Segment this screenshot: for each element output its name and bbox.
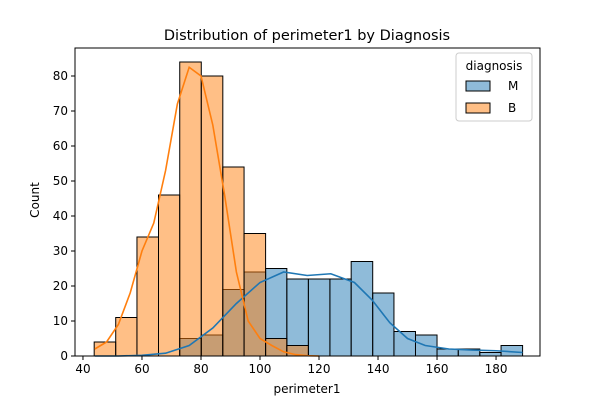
bar-b-4 <box>179 61 202 357</box>
x-tick-label-80: 80 <box>193 362 208 376</box>
axes-frame <box>74 47 541 357</box>
x-tick-label-120: 120 <box>308 362 331 376</box>
legend-label-m: M <box>508 79 518 93</box>
legend: diagnosis M B <box>455 52 533 122</box>
bar-m-9 <box>286 278 309 357</box>
x-tick-label-60: 60 <box>134 362 149 376</box>
x-tick-label-180: 180 <box>485 362 508 376</box>
chart-title: Distribution of perimeter1 by Diagnosis <box>164 28 450 44</box>
y-tick-label-20: 20 <box>53 279 68 293</box>
bar-m-12 <box>350 261 374 357</box>
y-tick-label-70: 70 <box>53 104 68 118</box>
bar-m-10 <box>307 278 331 357</box>
legend-title: diagnosis <box>466 59 523 73</box>
x-tick-label-160: 160 <box>426 362 449 376</box>
x-tick-label-100: 100 <box>249 362 272 376</box>
y-tick-label-10: 10 <box>53 314 68 328</box>
bar-b-6 <box>222 166 245 357</box>
y-tick-label-0: 0 <box>60 349 68 363</box>
legend-label-b: B <box>508 101 516 115</box>
bar-b-3 <box>158 194 181 357</box>
kde-line-b <box>94 65 320 357</box>
bar-b-5 <box>200 75 224 357</box>
y-tick-label-40: 40 <box>53 209 68 223</box>
x-tick-label-40: 40 <box>75 362 90 376</box>
bar-b-0 <box>93 341 117 357</box>
y-tick-label-50: 50 <box>53 174 68 188</box>
bar-m-11 <box>329 278 352 357</box>
x-tick-label-140: 140 <box>367 362 390 376</box>
x-axis-label: perimeter1 <box>274 382 341 396</box>
y-tick-label-60: 60 <box>53 139 68 153</box>
y-tick-label-80: 80 <box>53 69 68 83</box>
y-tick-label-30: 30 <box>53 244 68 258</box>
legend-swatch-b <box>465 102 491 114</box>
bar-m-18 <box>479 352 502 357</box>
plot-area: 40 60 80 100 120 140 160 180 0 10 20 30 40 50 60 70 80 <box>53 47 541 376</box>
y-axis-label: Count <box>28 182 42 218</box>
legend-swatch-m <box>465 80 491 92</box>
kde-line-m <box>94 271 523 357</box>
